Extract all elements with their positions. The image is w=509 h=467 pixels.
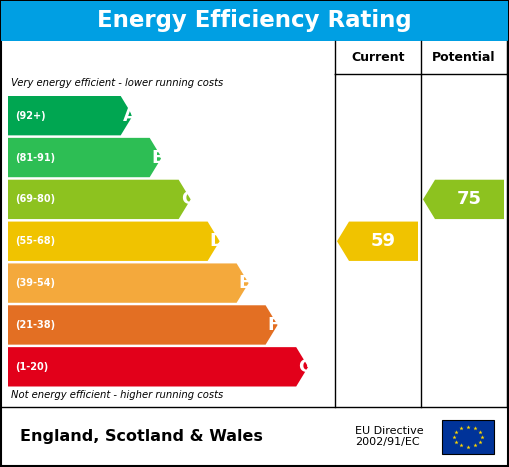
Text: (69-80): (69-80) — [15, 194, 55, 205]
Text: 75: 75 — [457, 191, 482, 208]
Polygon shape — [337, 221, 418, 261]
Bar — [1, 1, 508, 41]
Polygon shape — [8, 221, 220, 261]
Text: (92+): (92+) — [15, 111, 46, 120]
Text: A: A — [123, 106, 136, 125]
Text: (21-38): (21-38) — [15, 320, 55, 330]
Text: (55-68): (55-68) — [15, 236, 55, 246]
Polygon shape — [8, 263, 248, 303]
Text: Potential: Potential — [432, 51, 496, 64]
Text: F: F — [268, 316, 280, 334]
Text: EU Directive
2002/91/EC: EU Directive 2002/91/EC — [355, 426, 423, 447]
Text: G: G — [298, 358, 313, 376]
Text: Not energy efficient - higher running costs: Not energy efficient - higher running co… — [11, 390, 223, 400]
Text: B: B — [152, 149, 165, 167]
Text: Very energy efficient - lower running costs: Very energy efficient - lower running co… — [11, 78, 223, 88]
Text: 59: 59 — [371, 232, 396, 250]
Text: (1-20): (1-20) — [15, 362, 48, 372]
Text: D: D — [210, 232, 224, 250]
Text: (39-54): (39-54) — [15, 278, 55, 288]
Polygon shape — [423, 180, 504, 219]
Polygon shape — [8, 347, 308, 387]
Text: Current: Current — [351, 51, 405, 64]
Text: C: C — [181, 191, 194, 208]
Polygon shape — [8, 138, 162, 177]
Text: (81-91): (81-91) — [15, 153, 55, 163]
Polygon shape — [8, 305, 277, 345]
Bar — [442, 419, 494, 453]
Text: E: E — [239, 274, 251, 292]
Text: England, Scotland & Wales: England, Scotland & Wales — [20, 429, 263, 444]
Polygon shape — [8, 180, 191, 219]
Text: Energy Efficiency Rating: Energy Efficiency Rating — [97, 9, 412, 33]
Polygon shape — [8, 96, 133, 135]
